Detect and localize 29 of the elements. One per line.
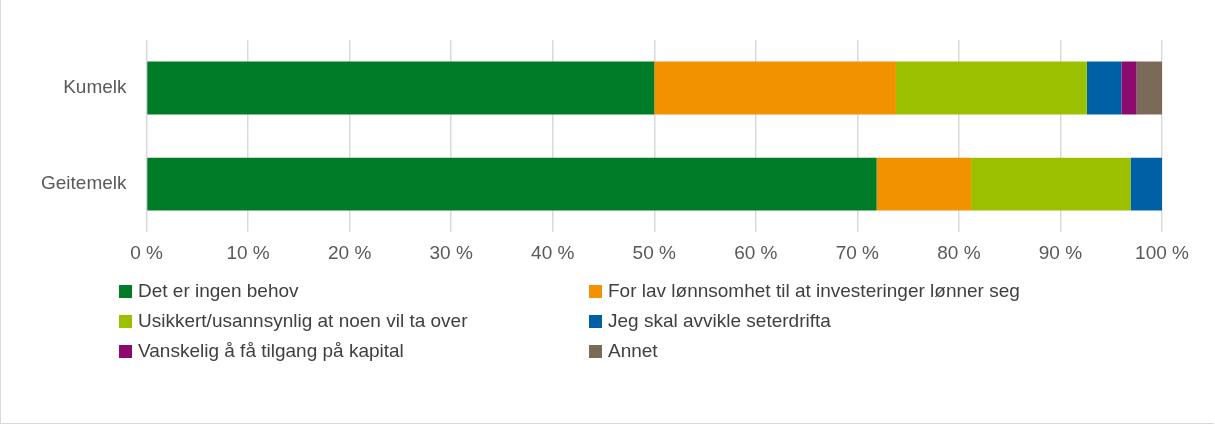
bar: [1130, 157, 1162, 211]
bar: [1136, 61, 1162, 115]
x-tick-label: 80 %: [937, 241, 981, 263]
x-tick-label: 100 %: [1135, 241, 1190, 263]
legend-label: Annet: [608, 340, 658, 362]
x-tick-label: 30 %: [429, 241, 473, 263]
legend-label: For lav lønnsomhet til at investeringer lønner seg: [608, 280, 1020, 302]
bar: [1121, 61, 1137, 115]
bar: [1086, 61, 1122, 115]
legend-label: Jeg skal avvikle seterdrifta: [608, 310, 831, 332]
x-tick-label: 90 %: [1038, 241, 1083, 263]
legend-label: Vanskelig å få tilgang på kapital: [138, 340, 404, 362]
bar: [147, 61, 655, 115]
x-tick-label: 40 %: [531, 241, 575, 263]
y-tick-label: Kumelk: [63, 76, 128, 98]
bar: [147, 157, 877, 211]
x-tick-label: 60 %: [734, 241, 778, 263]
x-tick-label: 50 %: [632, 241, 677, 263]
legend-label: Usikkert/usannsynlig at noen vil ta over: [138, 310, 468, 332]
bar: [654, 61, 896, 115]
x-tick-label: 70 %: [835, 241, 880, 263]
legend-label: Det er ingen behov: [138, 280, 299, 302]
bar: [876, 157, 972, 211]
bar: [971, 157, 1131, 211]
y-tick-label: Geitemelk: [41, 172, 128, 194]
x-tick-label: 20 %: [327, 241, 372, 263]
x-tick-label: 10 %: [226, 241, 270, 263]
x-tick-label: 0 %: [130, 241, 163, 263]
bar: [895, 61, 1087, 115]
